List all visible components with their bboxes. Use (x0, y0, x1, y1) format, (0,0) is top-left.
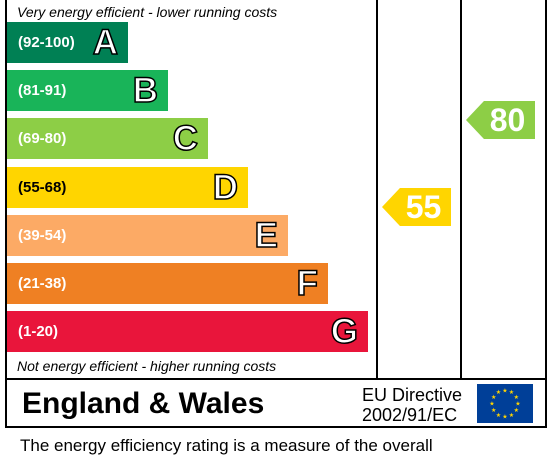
flag-star: ★ (489, 401, 494, 408)
directive-line-1: EU Directive (362, 385, 463, 405)
flag-star: ★ (491, 407, 496, 414)
band-a: (92-100) A (7, 22, 128, 63)
potential-rating-arrow: 80 (466, 101, 535, 139)
flag-star: ★ (509, 412, 514, 419)
frame-left-border (5, 0, 7, 380)
band-b: (81-91) B (7, 70, 168, 112)
frame-divider-current (376, 0, 378, 380)
energy-rating-chart: Very energy efficient - lower running co… (5, 0, 547, 455)
flag-star: ★ (509, 389, 514, 396)
flag-star: ★ (496, 412, 501, 419)
bottom-caption: Not energy efficient - higher running co… (17, 358, 277, 374)
frame-right-border (545, 0, 547, 380)
current-rating-value: 55 (405, 189, 442, 225)
band-range: (21-38) (18, 275, 67, 292)
flag-star: ★ (502, 414, 507, 421)
band-range: (39-54) (18, 226, 67, 244)
flag-star: ★ (491, 394, 496, 401)
flag-star: ★ (502, 388, 507, 395)
flag-star: ★ (514, 407, 519, 414)
band-d: (55-68) D (7, 166, 248, 208)
bottom-note: The energy efficiency rating is a measur… (20, 436, 433, 455)
band-range: (55-68) (18, 178, 67, 196)
footer-box (5, 378, 547, 428)
band-c: (69-80) C (7, 118, 208, 160)
band-e: (39-54) E (7, 214, 288, 256)
band-f: (21-38) F (7, 263, 328, 304)
band-range: (92-100) (18, 34, 75, 51)
band-letter: G (330, 311, 359, 352)
current-rating-arrow: 55 (382, 188, 451, 226)
band-range: (81-91) (18, 82, 67, 100)
top-caption: Very energy efficient - lower running co… (17, 4, 278, 20)
potential-rating-value: 80 (489, 102, 526, 138)
band-letter: C (172, 119, 199, 160)
eu-directive: EU Directive 2002/91/EC (362, 385, 462, 425)
band-range: (1-20) (18, 323, 59, 341)
band-letter: D (212, 167, 239, 208)
band-letter: B (132, 70, 159, 111)
band-letter: E (254, 215, 279, 256)
band-letter: F (296, 263, 319, 304)
frame-divider-potential (460, 0, 462, 380)
band-g: (1-20) G (7, 311, 368, 353)
flag-star: ★ (515, 401, 520, 408)
band-range: (69-80) (18, 130, 67, 148)
flag-star: ★ (514, 394, 519, 401)
region-title: England & Wales (22, 387, 265, 420)
directive-line-2: 2002/91/EC (362, 405, 458, 425)
flag-star: ★ (496, 389, 501, 396)
band-letter: A (92, 22, 119, 63)
eu-flag-icon: ★ ★ ★ ★ ★ ★ ★ ★ ★ ★ ★ ★ (477, 384, 533, 423)
